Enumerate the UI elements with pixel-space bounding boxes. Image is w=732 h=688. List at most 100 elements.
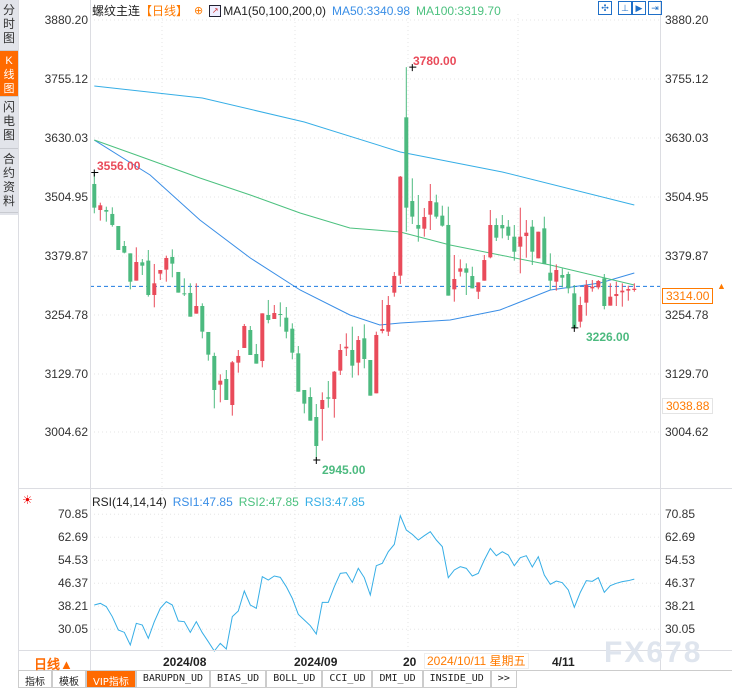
tab-templates[interactable]: 模板 (52, 671, 86, 688)
candle-body (272, 313, 277, 319)
rsi-tick-label: 54.53 (665, 553, 696, 568)
scroll-up-icon[interactable]: ▲ (717, 281, 726, 291)
tab-vip-indicators[interactable]: VIP指标 (86, 671, 136, 688)
candle-body (278, 313, 283, 315)
sidebar-tab-kline[interactable]: K线图 (0, 51, 18, 97)
candle-body (626, 289, 631, 291)
zoom-range-icon[interactable]: ⊥ (618, 1, 632, 15)
rsi-line (94, 513, 635, 652)
candle-body (422, 216, 427, 229)
candle-body (374, 334, 379, 394)
candle-body (440, 215, 445, 226)
candle-body (428, 201, 433, 215)
rsi-tick-label: 46.37 (665, 576, 696, 591)
candle-body (458, 268, 463, 272)
candle-body (500, 225, 505, 229)
ma-indicator-label[interactable]: MA1(50,100,200,0) (223, 3, 326, 18)
candle-body (308, 397, 313, 421)
candle-body (554, 270, 559, 282)
tab-inside[interactable]: INSIDE_UD (422, 671, 491, 688)
divider (90, 0, 91, 670)
recent-low-label: 3226.00 (586, 330, 630, 344)
rsi-tick-label: 62.69 (57, 530, 88, 545)
time-label: 20 (403, 655, 417, 669)
tab-barupdn[interactable]: BARUPDN_UD (135, 671, 211, 688)
period-label[interactable]: 【日线】 (140, 4, 189, 18)
price-tick-label: 3880.20 (44, 13, 88, 27)
indicator-tab-bar: 指标 模板 VIP指标 BARUPDN_UD BIAS_UD BOLL_UD C… (18, 671, 517, 688)
rsi2-value: RSI2:47.85 (238, 495, 299, 509)
period-selector[interactable]: 日线▲ (34, 657, 73, 672)
candle-body (224, 378, 229, 400)
tab-indicators[interactable]: 指标 (18, 671, 52, 688)
candle-body (404, 117, 409, 208)
rsi-settings-icon[interactable]: ☀ (22, 493, 33, 507)
candle-body (380, 329, 385, 331)
price-tick-label: 3004.62 (665, 425, 709, 439)
tab-more[interactable]: >> (490, 671, 517, 688)
rsi3-value: RSI3:47.85 (304, 495, 365, 509)
ma100-value: MA100:3319.70 (416, 3, 501, 18)
candle-body (362, 338, 367, 359)
price-tick-label: 3129.70 (665, 367, 709, 381)
start-price-label: 3556.00 (97, 159, 141, 173)
candle-body (176, 271, 181, 293)
candle-body (266, 314, 271, 320)
sidebar-tab-timeshare[interactable]: 分时图 (0, 0, 18, 51)
price-tick-label: 3254.78 (665, 308, 709, 322)
tab-bias[interactable]: BIAS_UD (210, 671, 267, 688)
candle-body (122, 246, 127, 253)
play-icon[interactable]: ▶ (632, 1, 646, 15)
rsi-tick-label: 30.05 (57, 622, 88, 637)
tab-dmi[interactable]: DMI_UD (372, 671, 423, 688)
candle-body (596, 281, 601, 288)
candle-body (488, 225, 493, 258)
rsi-tick-label: 62.69 (665, 530, 696, 545)
sidebar-tab-flash[interactable]: 闪电图 (0, 97, 18, 149)
candle-body (344, 346, 349, 349)
time-label: 4/11 (552, 655, 575, 669)
candle-body (410, 201, 415, 217)
rsi-title[interactable]: RSI(14,14,14) (92, 495, 167, 509)
crosshair-icon[interactable]: ✣ (598, 1, 612, 15)
extreme-marker (571, 324, 579, 332)
watermark-logo: FX678 (604, 636, 703, 669)
candle-body (248, 329, 253, 355)
price-tick-label: 3379.87 (44, 249, 88, 263)
jump-end-icon[interactable]: ⇥ (648, 1, 662, 15)
price-tick-label: 3880.20 (665, 13, 709, 27)
candle-body (632, 288, 637, 290)
candle-body (332, 371, 337, 399)
settings-icon[interactable]: ⊕ (194, 5, 204, 17)
tab-boll[interactable]: BOLL_UD (266, 671, 323, 688)
candle-body (260, 313, 265, 362)
candle-body (530, 226, 535, 252)
candle-body (536, 231, 541, 259)
candle-body (128, 253, 133, 282)
candle-body (158, 270, 163, 274)
candle-body (98, 205, 103, 211)
tab-cci[interactable]: CCI_UD (322, 671, 373, 688)
price-tick-label: 3504.95 (665, 190, 709, 204)
candle-body (386, 305, 391, 332)
price-tick-label: 3379.87 (665, 249, 709, 263)
candle-body (398, 176, 403, 276)
candle-body (236, 355, 241, 363)
candle-body (572, 293, 577, 328)
indicator-chart-icon[interactable]: ↗ (209, 4, 222, 17)
rsi-tick-label: 70.85 (665, 507, 696, 522)
candle-body (566, 274, 571, 289)
sidebar-tab-contract-info[interactable]: 合约资料 (0, 149, 18, 213)
price-tick-label: 3755.12 (44, 72, 88, 86)
rsi-tick-label: 38.21 (665, 599, 696, 614)
rsi1-value: RSI1:47.85 (172, 495, 233, 509)
candle-body (452, 278, 457, 290)
candle-body (356, 340, 361, 363)
candle-body (254, 353, 259, 364)
candle-body (170, 256, 175, 264)
rsi-header: RSI(14,14,14) RSI1:47.85 RSI2:47.85 RSI3… (92, 495, 365, 509)
candle-body (134, 262, 139, 281)
low-price-label: 2945.00 (322, 463, 366, 477)
rsi-tick-label: 70.85 (57, 507, 88, 522)
